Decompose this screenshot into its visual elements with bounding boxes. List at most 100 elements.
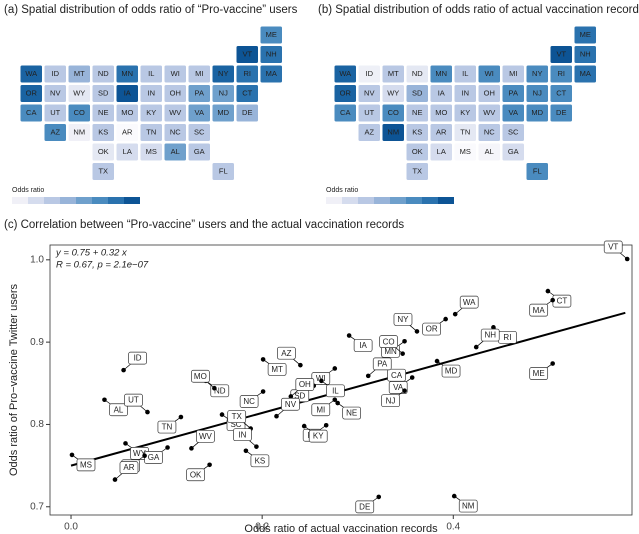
state-label: TN [460, 128, 470, 137]
state-label: VT [242, 50, 252, 59]
point-label: NJ [386, 396, 396, 405]
state-label: GA [508, 147, 519, 156]
legend-swatch [422, 197, 438, 204]
point-label: AZ [281, 349, 291, 358]
state-label: ME [266, 30, 277, 39]
state-label: KY [146, 108, 156, 117]
point [243, 448, 249, 454]
y-axis-label: Odds ratio of Pro−vaccine Twitter users [8, 283, 20, 476]
state-tile [405, 103, 429, 123]
state-tile [501, 64, 525, 84]
state-label: NE [98, 108, 108, 117]
legend-swatch [76, 197, 92, 204]
state-label: KY [460, 108, 470, 117]
state-tile [67, 123, 91, 142]
state-tile [549, 103, 573, 123]
point-label: NV [285, 400, 297, 409]
label-box [250, 454, 270, 468]
y-tick-label: 1.0 [30, 254, 44, 265]
point-label: MS [80, 461, 92, 470]
state-tile [501, 142, 525, 162]
point-label: IN [238, 430, 246, 439]
legend-swatch [108, 197, 124, 204]
point-label: WA [463, 298, 476, 307]
point [550, 361, 555, 366]
label-box [157, 420, 177, 434]
state-label: CA [340, 108, 350, 117]
state-tile [163, 84, 187, 103]
annotation: R = 0.67, p = 2.1e−07 [56, 260, 149, 271]
label-box [311, 403, 331, 417]
point [260, 389, 266, 394]
legend-title: Odds ratio [326, 187, 358, 194]
state-tile [259, 45, 283, 64]
state-label: UT [364, 108, 374, 117]
state-label: WI [485, 69, 494, 78]
state-label: WV [483, 108, 495, 117]
point [473, 344, 479, 350]
point [254, 444, 259, 449]
state-label: MA [580, 69, 591, 78]
state-tile [139, 123, 163, 142]
state-label: NC [170, 128, 181, 137]
state-tile [187, 103, 211, 123]
state-tile [429, 123, 453, 142]
state-label: KS [412, 128, 422, 137]
label-box [441, 364, 461, 378]
state-label: AL [171, 147, 180, 156]
point-label: UT [128, 396, 139, 405]
state-tile [405, 142, 429, 162]
state-label: CT [556, 89, 566, 98]
legend-swatch [60, 197, 76, 204]
point [274, 413, 279, 419]
state-tile [187, 123, 211, 142]
state-label: ND [412, 69, 423, 78]
state-label: MD [531, 108, 543, 117]
state-label: ME [580, 30, 591, 39]
state-tile [381, 103, 405, 123]
label-box [458, 499, 478, 513]
panel-b-title: (b) Spatial distribution of odds ratio o… [318, 4, 639, 16]
point [545, 288, 551, 294]
y-tick-label: 0.7 [30, 501, 44, 512]
label-box [480, 328, 500, 342]
state-tile [235, 84, 259, 103]
state-label: WA [25, 69, 37, 78]
point-label: NC [243, 397, 255, 406]
state-label: MO [121, 108, 133, 117]
state-tile [91, 123, 115, 142]
state-label: MS [460, 147, 471, 156]
point [332, 397, 338, 403]
point-label: MI [316, 405, 325, 414]
state-tile [573, 64, 597, 84]
state-tile [67, 64, 91, 84]
state-label: GA [194, 147, 205, 156]
state-tile [115, 123, 139, 142]
legend-swatch [12, 197, 28, 204]
state-label: IL [462, 69, 468, 78]
point-label: IA [359, 341, 367, 350]
state-tile [211, 162, 235, 181]
state-tile [501, 103, 525, 123]
point-label: NM [462, 502, 475, 511]
state-label: LA [437, 147, 446, 156]
point-label: SC [230, 420, 241, 429]
label-box [76, 458, 96, 472]
state-tile [115, 103, 139, 123]
point [212, 385, 217, 391]
state-tile [235, 45, 259, 64]
state-label: OH [484, 89, 495, 98]
state-tile [333, 103, 357, 123]
label-box [529, 303, 549, 317]
state-tile [405, 84, 429, 103]
label-box [267, 363, 287, 376]
state-label: CT [242, 89, 252, 98]
point-label: OK [190, 470, 202, 479]
point-label: VT [608, 243, 618, 252]
point-label: GA [148, 453, 160, 462]
state-label: WI [171, 69, 180, 78]
point-label: ND [214, 386, 226, 395]
state-label: IN [148, 89, 156, 98]
state-label: SD [98, 89, 109, 98]
point-label: NE [346, 409, 357, 418]
